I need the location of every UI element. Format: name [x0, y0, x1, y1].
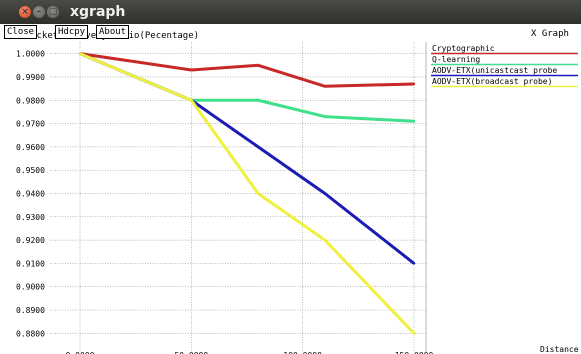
close-button[interactable]: Close: [4, 25, 38, 39]
about-button[interactable]: About: [96, 25, 130, 39]
y-tick-label: 0.9600: [16, 143, 45, 152]
data-point: [412, 332, 416, 335]
window-maximize-icon[interactable]: □: [47, 6, 59, 18]
data-point: [412, 82, 416, 86]
y-tick-label: 0.8800: [16, 329, 45, 338]
x-tick-label: 50.0000: [174, 351, 208, 354]
window-title: xgraph: [70, 4, 126, 20]
y-tick-label: 0.9800: [16, 96, 45, 105]
window-titlebar: × – □ xgraph: [0, 0, 581, 24]
x-tick-label: 100.0000: [283, 351, 322, 354]
y-tick-label: 0.9200: [16, 236, 45, 245]
data-point: [323, 238, 327, 242]
data-point: [256, 192, 260, 195]
chart-series: [78, 52, 416, 335]
x-tick-label: 0.0000: [66, 351, 95, 354]
data-point: [256, 145, 260, 149]
legend-entry-label: Cryptographic: [432, 44, 495, 53]
data-point: [78, 52, 82, 55]
y-tick-label: 0.9900: [16, 73, 45, 82]
legend-entry-label: Q-learning: [432, 55, 480, 64]
data-point: [256, 64, 260, 67]
y-tick-label: 0.9500: [16, 166, 45, 175]
y-tick-label: 0.9000: [16, 283, 45, 292]
y-tick-label: 1.0000: [16, 50, 45, 59]
data-point: [323, 115, 327, 118]
data-point: [323, 192, 327, 195]
window-close-icon[interactable]: ×: [19, 6, 31, 18]
data-point: [323, 85, 327, 88]
y-tick-label: 0.8900: [16, 306, 45, 315]
y-tick-label: 0.9300: [16, 213, 45, 222]
series-line: [79, 52, 415, 88]
hdcpy-button[interactable]: Hdcpy: [55, 25, 89, 39]
chart-grid: [50, 42, 427, 352]
data-point: [190, 99, 193, 102]
window-minimize-icon[interactable]: –: [33, 6, 45, 18]
chart-axes: 0.8800 0.8900 0.9000 0.9100 0.9200 0.9300 0.94…: [16, 50, 433, 354]
data-point: [412, 120, 416, 123]
y-tick-label: 0.9400: [16, 190, 45, 199]
data-point: [412, 262, 416, 265]
chart-legend: Cryptographic Q-learning AODV-ETX(unicastc…: [431, 44, 578, 88]
app-label: X Graph: [531, 29, 569, 39]
data-point: [190, 68, 193, 72]
y-tick-label: 0.9100: [16, 259, 45, 268]
legend-entry-label: AODV-ETX(broadcast probe): [432, 77, 552, 86]
x-axis-label: Distance: [540, 345, 579, 354]
y-tick-label: 0.9700: [16, 120, 45, 129]
legend-entry-label: AODV-ETX(unicastcast probe: [432, 66, 557, 75]
series-line: [79, 52, 415, 123]
x-tick-label: 150.0000: [395, 351, 434, 354]
data-point: [256, 99, 260, 102]
